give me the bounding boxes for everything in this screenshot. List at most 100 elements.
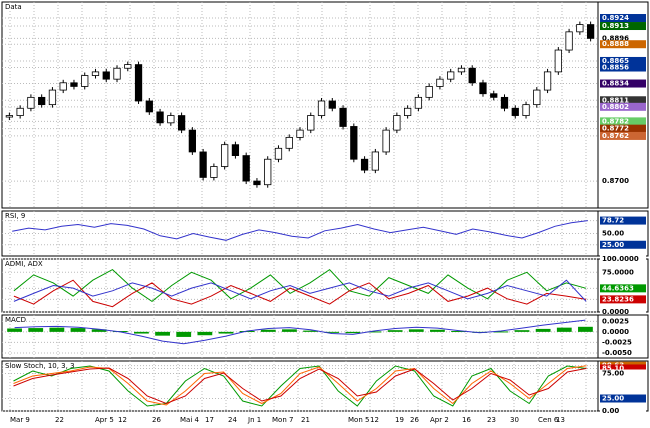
candle: [447, 71, 455, 80]
y-tick-label: 0.8782: [602, 117, 629, 125]
x-tick-label: Mon 7: [272, 416, 293, 424]
tick-badge: [600, 124, 646, 133]
y-tick-label: 0.8896: [602, 34, 629, 42]
histogram-bar: [28, 328, 44, 332]
candle: [490, 93, 498, 98]
histogram-bar: [556, 327, 572, 332]
tick-badge: [600, 63, 646, 72]
tick-badge: [600, 14, 646, 23]
candle: [307, 115, 315, 131]
candle: [554, 49, 562, 73]
x-tick-label: 13: [556, 416, 565, 424]
candle: [371, 151, 379, 171]
histogram-bar: [303, 330, 318, 332]
candle: [16, 107, 24, 116]
candle: [253, 180, 261, 186]
candle: [5, 115, 14, 118]
tick-badge: [600, 295, 646, 304]
tick-badge: [600, 348, 646, 357]
tick-badge: [600, 229, 646, 238]
candle: [199, 151, 207, 178]
x-tick-label: Cen 6: [538, 416, 559, 424]
candle: [511, 107, 519, 116]
candle: [59, 82, 67, 91]
candle: [210, 166, 218, 178]
candle: [457, 67, 466, 73]
y-tick-label: -0.0050: [602, 349, 632, 357]
tick-badge: [600, 56, 646, 65]
candle: [264, 158, 272, 186]
panel-title: Data: [5, 3, 22, 11]
x-tick-label: 21: [301, 416, 310, 424]
candle: [91, 71, 100, 76]
x-tick-label: 26: [152, 416, 161, 424]
tick-badge: [600, 255, 646, 263]
histogram-bar: [155, 331, 170, 336]
y-tick-label: 0.8924: [602, 14, 629, 22]
x-tick-label: 26: [410, 416, 419, 424]
tick-badge: [600, 34, 646, 43]
tick-badge: [600, 317, 646, 326]
series-line: [12, 220, 588, 241]
y-tick-label: 0.8888: [602, 40, 629, 48]
histogram-bar: [493, 331, 509, 333]
candle: [81, 75, 89, 87]
panel-title-bg: [3, 260, 48, 268]
series-line: [13, 367, 587, 405]
histogram-bar: [514, 330, 530, 332]
histogram-bar: [7, 328, 22, 332]
y-tick-label: 25.00: [602, 241, 624, 249]
histogram-bar: [176, 331, 192, 337]
tick-badge: [600, 131, 646, 140]
panel-title: ADMI, ADX: [5, 260, 43, 268]
histogram-bar: [387, 330, 403, 332]
candle: [543, 71, 552, 91]
tick-badge: [600, 407, 646, 415]
tick-badge: [600, 177, 646, 186]
candle: [500, 96, 509, 109]
y-tick-label: 100.0000: [602, 255, 639, 263]
candle: [360, 158, 369, 171]
y-tick-label: 0.8834: [602, 80, 629, 88]
histogram-bar: [324, 331, 340, 333]
x-tick-label: 12: [118, 416, 127, 424]
tick-badge: [600, 117, 646, 126]
series-line: [13, 279, 587, 308]
y-tick-label: 0.8865: [602, 57, 629, 65]
histogram-bar: [70, 328, 86, 332]
candle: [317, 100, 326, 116]
tick-badge: [600, 240, 646, 249]
candle: [242, 155, 250, 182]
y-tick-label: 85.10: [602, 364, 624, 372]
histogram-bar: [282, 329, 297, 332]
x-tick-label: Mon 5: [348, 416, 369, 424]
x-tick-label: 17: [205, 416, 214, 424]
series-line: [13, 365, 587, 407]
tick-badge: [600, 364, 646, 373]
x-tick-label: 16: [462, 416, 471, 424]
histogram-bar: [218, 331, 234, 334]
candle: [468, 67, 476, 84]
candle: [188, 129, 196, 153]
candle: [382, 129, 390, 153]
candle: [124, 64, 132, 69]
histogram-bar: [345, 331, 361, 334]
tick-badge: [600, 308, 646, 316]
candle: [586, 24, 595, 39]
panel-title: Slow Stoch, 10, 3, 3: [5, 362, 75, 370]
x-tick-label: Mar 9: [10, 416, 30, 424]
histogram-bar: [578, 326, 593, 332]
panel-frame: [1, 1, 649, 209]
x-tick-label: Apr 2: [430, 416, 449, 424]
histogram-bar: [451, 331, 466, 333]
candle: [565, 31, 573, 51]
panel-title: MACD: [5, 316, 26, 324]
series-line: [13, 279, 587, 302]
tick-badge: [600, 338, 646, 347]
x-tick-label: 30: [510, 416, 519, 424]
candle: [576, 24, 584, 33]
candle: [102, 71, 110, 80]
panel-title-bg: [3, 362, 97, 370]
y-tick-label: 0.00: [602, 407, 619, 415]
